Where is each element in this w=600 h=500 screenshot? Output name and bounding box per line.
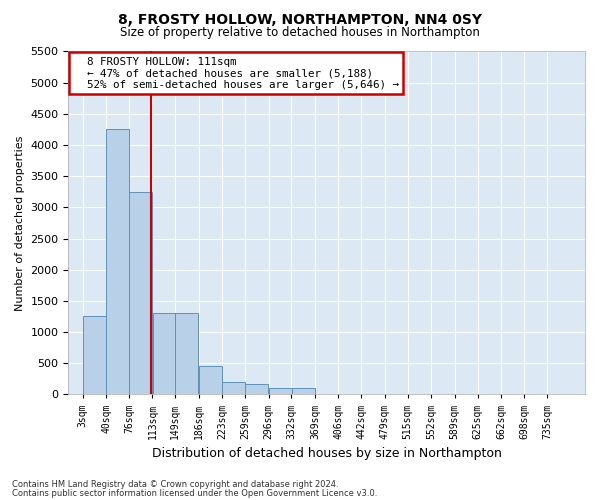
- Text: Contains HM Land Registry data © Crown copyright and database right 2024.: Contains HM Land Registry data © Crown c…: [12, 480, 338, 489]
- Bar: [292, 388, 315, 394]
- Bar: [245, 384, 268, 394]
- Text: Size of property relative to detached houses in Northampton: Size of property relative to detached ho…: [120, 26, 480, 39]
- Text: 8, FROSTY HOLLOW, NORTHAMPTON, NN4 0SY: 8, FROSTY HOLLOW, NORTHAMPTON, NN4 0SY: [118, 12, 482, 26]
- Bar: [175, 314, 199, 394]
- X-axis label: Distribution of detached houses by size in Northampton: Distribution of detached houses by size …: [152, 447, 502, 460]
- Bar: [83, 316, 106, 394]
- Text: Contains public sector information licensed under the Open Government Licence v3: Contains public sector information licen…: [12, 489, 377, 498]
- Bar: [223, 382, 245, 394]
- Bar: [199, 366, 222, 394]
- Bar: [152, 314, 176, 394]
- Bar: [106, 130, 129, 394]
- Y-axis label: Number of detached properties: Number of detached properties: [15, 136, 25, 310]
- Text: 8 FROSTY HOLLOW: 111sqm
  ← 47% of detached houses are smaller (5,188)
  52% of : 8 FROSTY HOLLOW: 111sqm ← 47% of detache…: [74, 56, 398, 90]
- Bar: [129, 192, 152, 394]
- Bar: [269, 388, 292, 394]
